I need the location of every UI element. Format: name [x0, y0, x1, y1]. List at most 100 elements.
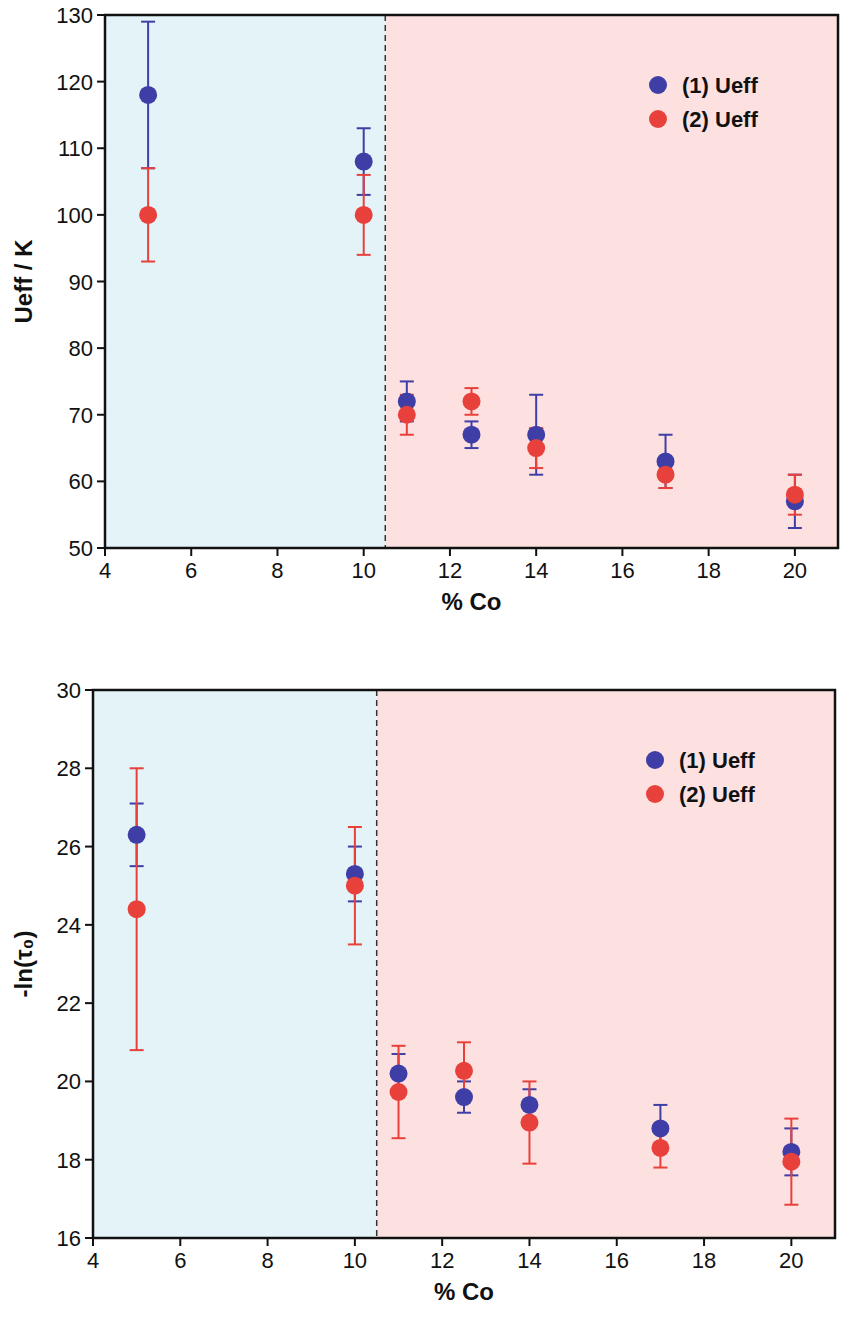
y-tick-label: 22 [57, 991, 81, 1016]
x-tick [535, 548, 537, 556]
legend-marker [649, 76, 667, 94]
error-cap [788, 514, 802, 516]
x-tick-label: 8 [271, 558, 283, 583]
y-axis-label: Ueff / K [10, 239, 37, 324]
error-cap [357, 174, 371, 176]
y-tick-label: 50 [69, 536, 93, 561]
legend-label: (2) Ueff [679, 782, 755, 807]
x-tick-label: 20 [779, 1248, 803, 1273]
x-tick [104, 548, 106, 556]
point [463, 426, 481, 444]
y-tick [85, 846, 93, 848]
y-tick-label: 100 [56, 203, 93, 228]
frame [93, 690, 835, 1238]
y-tick [97, 147, 105, 149]
point [463, 392, 481, 410]
error-cap [141, 167, 155, 169]
x-tick-label: 12 [438, 558, 462, 583]
x-tick [354, 1238, 356, 1246]
y-tick [85, 1002, 93, 1004]
point [786, 486, 804, 504]
x-axis-label: % Co [442, 588, 502, 615]
point [657, 466, 675, 484]
chart: 4681012141618201618202224262830% Co-ln(τ… [10, 678, 835, 1305]
y-tick [85, 924, 93, 926]
error-cap [529, 394, 543, 396]
error-cap [465, 387, 479, 389]
error-cap [522, 1080, 536, 1082]
legend-marker [649, 110, 667, 128]
point [651, 1139, 669, 1157]
y-tick-label: 90 [69, 270, 93, 295]
point [398, 406, 416, 424]
divider-line [376, 690, 378, 1238]
point [128, 900, 146, 918]
x-tick [708, 548, 710, 556]
x-tick [441, 1238, 443, 1246]
x-tick [276, 548, 278, 556]
error-cap [130, 1049, 144, 1051]
error-cap [784, 1118, 798, 1120]
plot-area [105, 15, 838, 548]
error-cap [457, 1112, 471, 1114]
plot-area [93, 690, 835, 1238]
x-tick-label: 16 [605, 1248, 629, 1273]
y-tick [85, 1080, 93, 1082]
x-tick [621, 548, 623, 556]
error-cap [392, 1137, 406, 1139]
divider-line [385, 15, 387, 548]
y-tick-label: 120 [56, 70, 93, 95]
y-tick [97, 480, 105, 482]
legend: (1) Ueff(2) Ueff [649, 73, 758, 132]
y-tick-label: 130 [56, 3, 93, 28]
point [355, 153, 373, 171]
error-cap [400, 434, 414, 436]
error-cap [457, 1041, 471, 1043]
error-cap [348, 826, 362, 828]
x-tick [92, 1238, 94, 1246]
error-cap [659, 434, 673, 436]
region [93, 690, 377, 1238]
error-cap [392, 1045, 406, 1047]
x-axis-label: % Co [434, 1278, 494, 1305]
y-tick-label: 28 [57, 756, 81, 781]
error-cap [788, 474, 802, 476]
y-tick [85, 767, 93, 769]
point [520, 1096, 538, 1114]
point [355, 206, 373, 224]
legend-marker [646, 785, 664, 803]
frame [105, 15, 838, 548]
region [377, 690, 835, 1238]
y-tick [97, 214, 105, 216]
y-tick-label: 80 [69, 336, 93, 361]
x-tick [616, 1238, 618, 1246]
x-tick [267, 1238, 269, 1246]
x-tick-label: 14 [517, 1248, 541, 1273]
x-tick-label: 10 [351, 558, 375, 583]
x-tick-label: 10 [343, 1248, 367, 1273]
x-tick-label: 4 [99, 558, 111, 583]
figure: 4681012141618205060708090100110120130% C… [0, 0, 841, 1322]
x-tick-label: 8 [261, 1248, 273, 1273]
x-tick-label: 6 [174, 1248, 186, 1273]
x-tick-label: 14 [524, 558, 548, 583]
y-tick-label: 24 [57, 913, 81, 938]
x-tick [449, 548, 451, 556]
error-cap [529, 474, 543, 476]
error-cap [653, 1104, 667, 1106]
error-cap [659, 487, 673, 489]
y-tick [97, 347, 105, 349]
legend: (1) Ueff(2) Ueff [646, 748, 755, 807]
error-cap [529, 467, 543, 469]
point [128, 826, 146, 844]
y-tick [97, 14, 105, 16]
error-cap [788, 527, 802, 529]
y-tick [97, 281, 105, 283]
legend-label: (2) Ueff [682, 107, 758, 132]
point [139, 86, 157, 104]
point [390, 1083, 408, 1101]
chart: 4681012141618205060708090100110120130% C… [10, 3, 838, 615]
error-cap [130, 767, 144, 769]
error-cap [141, 261, 155, 263]
x-tick-label: 18 [692, 1248, 716, 1273]
